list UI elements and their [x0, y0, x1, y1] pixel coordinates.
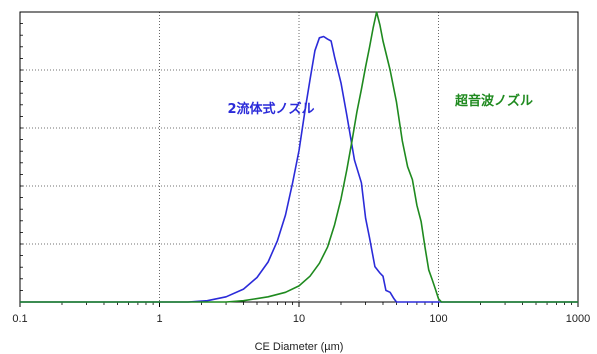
x-tick-label: 1000: [566, 313, 590, 325]
series-line-ultrasonic-nozzle: [20, 11, 578, 303]
series-label-ultrasonic-nozzle: 超音波ノズル: [455, 93, 533, 109]
label-layer: 2流体式ノズル 超音波ノズル: [227, 93, 533, 117]
series-label-2fluid-nozzle: 2流体式ノズル: [227, 101, 314, 117]
series-layer: [20, 11, 578, 303]
x-tick-label: 0.1: [12, 313, 27, 325]
x-tick-label: 100: [429, 313, 447, 325]
axis-layer: 0.1 1 10 100 1000 CE Diameter (µm): [12, 11, 590, 353]
x-tick-label: 1: [156, 313, 162, 325]
x-axis-title: CE Diameter (µm): [255, 341, 344, 353]
x-tick-label: 10: [293, 313, 305, 325]
series-line-2fluid-nozzle: [20, 35, 578, 303]
grid-layer: [20, 12, 578, 302]
